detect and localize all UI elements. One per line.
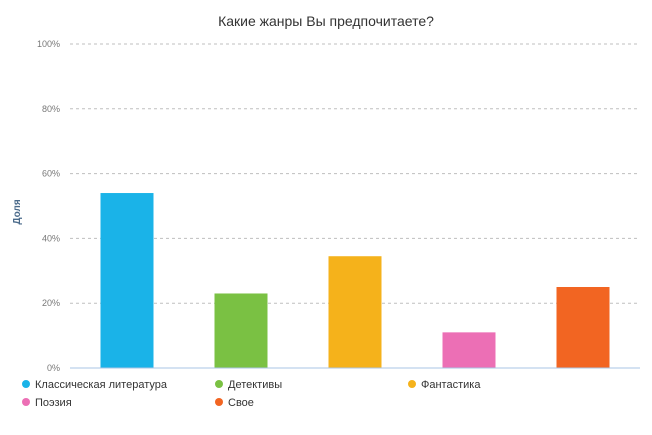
- bars: [100, 193, 610, 368]
- bar-3[interactable]: [328, 256, 382, 368]
- bar-4[interactable]: [442, 332, 496, 368]
- y-tick-label: 40%: [42, 233, 60, 243]
- y-tick-label: 80%: [42, 104, 60, 114]
- legend-marker: [22, 380, 30, 388]
- bar-1[interactable]: [100, 193, 154, 368]
- y-tick-label: 20%: [42, 298, 60, 308]
- bar-5[interactable]: [556, 287, 610, 368]
- legend-marker: [22, 398, 30, 406]
- y-tick-label: 0%: [47, 363, 60, 373]
- legend-label: Поэзия: [35, 397, 72, 409]
- legend-label: Детективы: [228, 379, 282, 391]
- legend-label: Свое: [228, 397, 254, 409]
- legend-label: Классическая литература: [35, 379, 168, 391]
- y-tick-labels: 0% 20% 40% 60% 80% 100%: [37, 39, 60, 373]
- legend-item[interactable]: Классическая литература: [22, 379, 168, 391]
- legend-marker: [215, 398, 223, 406]
- y-tick-label: 100%: [37, 39, 60, 49]
- legend-item[interactable]: Поэзия: [22, 397, 72, 409]
- legend-item[interactable]: Свое: [215, 397, 254, 409]
- legend-marker: [408, 380, 416, 388]
- legend-item[interactable]: Фантастика: [408, 379, 481, 391]
- legend-marker: [215, 380, 223, 388]
- bar-2[interactable]: [214, 293, 268, 368]
- legend-label: Фантастика: [421, 379, 481, 391]
- legend[interactable]: Классическая литература Детективы Фантасти…: [22, 379, 481, 409]
- y-tick-label: 60%: [42, 169, 60, 179]
- y-axis-label: Доля: [12, 199, 23, 224]
- chart-title: Какие жанры Вы предпочитаете?: [218, 13, 434, 29]
- legend-item[interactable]: Детективы: [215, 379, 282, 391]
